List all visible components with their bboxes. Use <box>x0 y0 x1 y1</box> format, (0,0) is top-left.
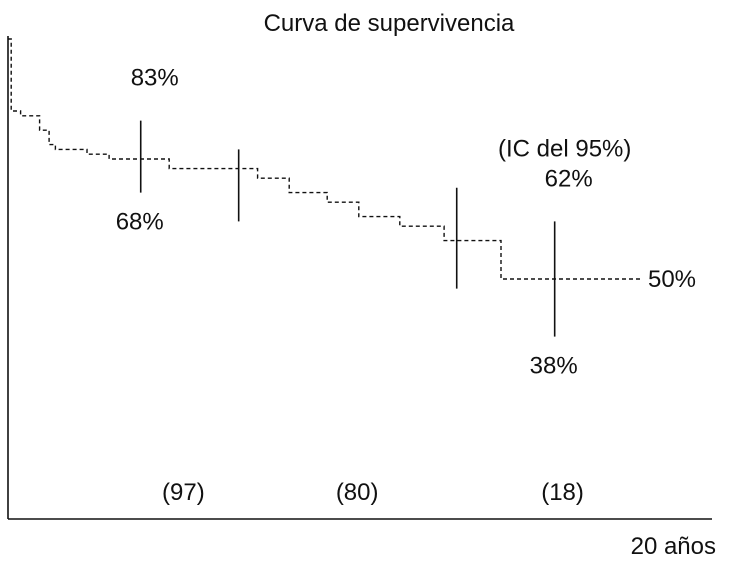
ci-upper-label: 83% <box>131 65 179 92</box>
ci-upper-label: 62% <box>545 165 593 192</box>
end-survival-label: 50% <box>648 266 696 293</box>
at-risk-label: (18) <box>541 479 584 506</box>
ci-lower-label: 68% <box>116 209 164 236</box>
chart-title: Curva de supervivencia <box>264 10 515 37</box>
x-axis-label: 20 años <box>631 533 716 560</box>
ci-lower-label: 38% <box>530 353 578 380</box>
survival-curve <box>8 38 640 280</box>
ci-header-label: (IC del 95%) <box>498 135 631 162</box>
at-risk-label: (80) <box>336 479 379 506</box>
at-risk-label: (97) <box>162 479 205 506</box>
plot-area: 83% 68% 62% 38% (IC del 95%) 50% (97) (80) (18) <box>8 38 696 506</box>
